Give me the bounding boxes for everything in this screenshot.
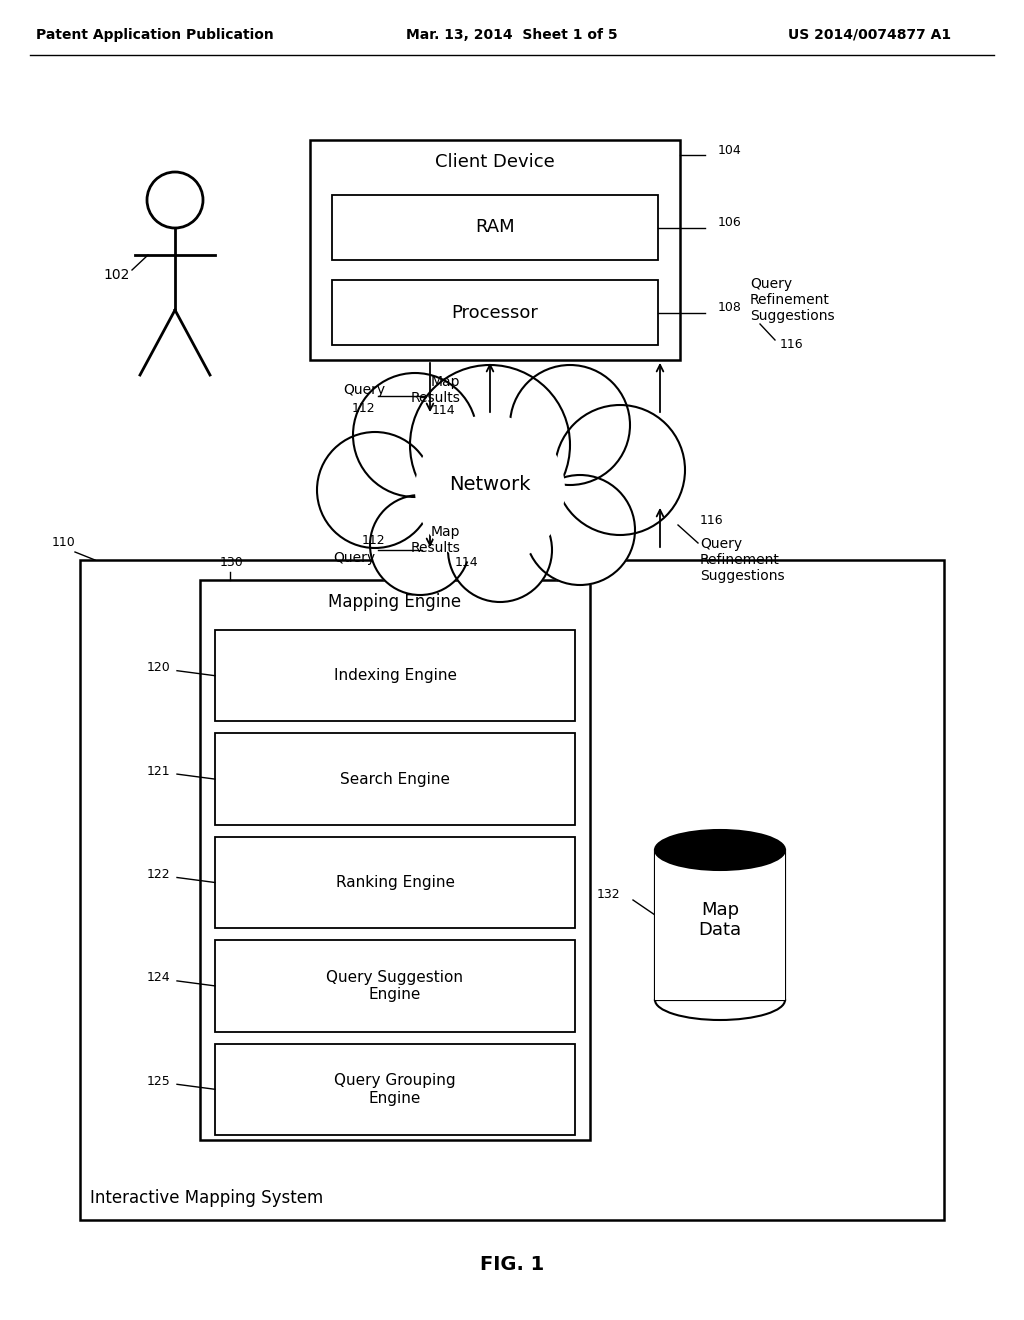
Circle shape bbox=[370, 495, 470, 595]
Text: Interactive Mapping System: Interactive Mapping System bbox=[90, 1189, 324, 1206]
Circle shape bbox=[510, 366, 630, 484]
Circle shape bbox=[317, 432, 433, 548]
Text: 102: 102 bbox=[103, 268, 130, 282]
Text: Search Engine: Search Engine bbox=[340, 772, 450, 787]
Text: Mar. 13, 2014  Sheet 1 of 5: Mar. 13, 2014 Sheet 1 of 5 bbox=[407, 28, 617, 42]
Circle shape bbox=[525, 475, 635, 585]
Text: Query Grouping
Engine: Query Grouping Engine bbox=[334, 1073, 456, 1106]
Text: Map
Data: Map Data bbox=[698, 900, 741, 940]
Bar bbox=[310, 140, 680, 360]
Circle shape bbox=[353, 374, 477, 498]
Text: Processor: Processor bbox=[452, 304, 539, 322]
Ellipse shape bbox=[655, 830, 785, 870]
Text: Map
Results: Map Results bbox=[411, 525, 460, 556]
Circle shape bbox=[410, 366, 570, 525]
Text: Indexing Engine: Indexing Engine bbox=[334, 668, 457, 684]
Text: RAM: RAM bbox=[475, 219, 515, 236]
Text: 120: 120 bbox=[146, 661, 170, 675]
Text: 116: 116 bbox=[700, 513, 724, 527]
Bar bbox=[332, 195, 658, 260]
Text: 132: 132 bbox=[596, 888, 620, 902]
Bar bbox=[200, 579, 590, 1140]
Text: 130: 130 bbox=[220, 556, 244, 569]
Circle shape bbox=[555, 405, 685, 535]
Text: Query
Refinement
Suggestions: Query Refinement Suggestions bbox=[700, 537, 784, 583]
Text: 112: 112 bbox=[361, 533, 385, 546]
Text: 124: 124 bbox=[146, 972, 170, 985]
Text: Query Suggestion
Engine: Query Suggestion Engine bbox=[327, 970, 464, 1002]
Text: Query
Refinement
Suggestions: Query Refinement Suggestions bbox=[750, 277, 835, 323]
Bar bbox=[215, 837, 575, 928]
Text: 104: 104 bbox=[718, 144, 741, 157]
Text: 114: 114 bbox=[455, 556, 478, 569]
Bar bbox=[215, 734, 575, 825]
Text: 106: 106 bbox=[718, 216, 741, 228]
Bar bbox=[215, 630, 575, 722]
Text: Ranking Engine: Ranking Engine bbox=[336, 875, 455, 890]
Text: Patent Application Publication: Patent Application Publication bbox=[36, 28, 273, 42]
Text: 121: 121 bbox=[146, 764, 170, 777]
Text: Network: Network bbox=[450, 475, 530, 495]
Text: US 2014/0074877 A1: US 2014/0074877 A1 bbox=[788, 28, 951, 42]
Text: 114: 114 bbox=[431, 404, 455, 417]
Text: Map
Results: Map Results bbox=[411, 375, 460, 405]
Text: 112: 112 bbox=[351, 401, 375, 414]
Bar bbox=[215, 1044, 575, 1135]
Text: Query: Query bbox=[343, 383, 385, 397]
Text: 125: 125 bbox=[146, 1074, 170, 1088]
Circle shape bbox=[415, 414, 565, 565]
Text: Client Device: Client Device bbox=[435, 153, 555, 172]
Text: 108: 108 bbox=[718, 301, 741, 314]
Text: Mapping Engine: Mapping Engine bbox=[329, 593, 462, 611]
Bar bbox=[655, 850, 785, 1001]
Text: 116: 116 bbox=[780, 338, 804, 351]
Text: 110: 110 bbox=[51, 536, 75, 549]
Circle shape bbox=[449, 498, 552, 602]
Text: FIG. 1: FIG. 1 bbox=[480, 1255, 544, 1275]
Bar bbox=[215, 940, 575, 1032]
Bar bbox=[80, 560, 944, 1220]
Bar bbox=[332, 280, 658, 345]
Text: 122: 122 bbox=[146, 869, 170, 880]
Text: Query: Query bbox=[333, 550, 375, 565]
